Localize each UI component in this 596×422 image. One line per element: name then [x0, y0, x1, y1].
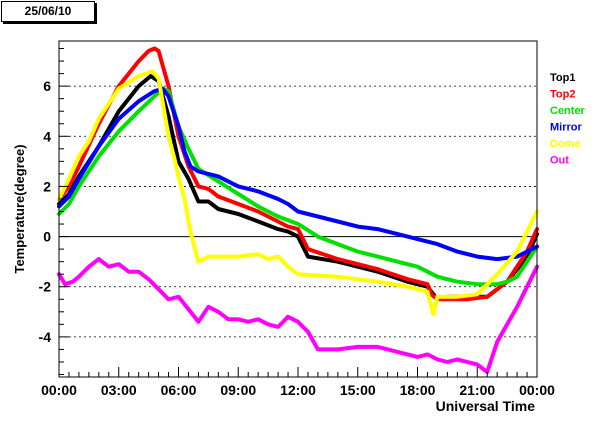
- x-tick-label: 03:00: [101, 382, 137, 398]
- legend-entry-top1: Top1: [550, 72, 575, 84]
- legend-entry-top2: Top2: [550, 89, 575, 101]
- series-lines: [57, 46, 539, 374]
- x-tick-label: 12:00: [280, 382, 316, 398]
- x-tick-label: 09:00: [220, 382, 256, 398]
- y-axis-label: Temperature(degree): [12, 144, 27, 273]
- x-tick-label: 06:00: [161, 382, 197, 398]
- x-tick-label: 00:00: [519, 382, 555, 398]
- x-tick-label: 18:00: [400, 382, 436, 398]
- series-line-dome: [57, 69, 539, 317]
- x-tick-label: 15:00: [340, 382, 376, 398]
- legend-entry-out: Out: [550, 155, 569, 167]
- legend-entry-mirror: Mirror: [550, 122, 583, 134]
- y-tick-label: -2: [39, 279, 52, 295]
- legend-entry-center: Center: [550, 105, 586, 117]
- date-label: 25/06/10: [1, 1, 95, 22]
- series-line-mirror: [57, 86, 539, 262]
- axes: -4 -2 0 2 4 6 00:00 03:00 06:00 09:00 12:00 15:00 18…: [39, 48, 555, 398]
- y-tick-label: 4: [43, 128, 51, 144]
- y-tick-label: 6: [43, 78, 51, 94]
- series-line-top2: [57, 46, 539, 302]
- series-line-center: [57, 86, 539, 287]
- series-line-out: [57, 257, 539, 374]
- x-tick-label: 00:00: [41, 382, 77, 398]
- y-tick-label: 0: [43, 229, 51, 245]
- legend: Top1 Top2 Center Mirror Dome Out: [550, 72, 586, 167]
- x-tick-label: 21:00: [459, 382, 495, 398]
- x-axis-label: Universal Time: [436, 398, 536, 414]
- legend-entry-dome: Dome: [550, 138, 581, 150]
- y-tick-label: -4: [39, 329, 52, 345]
- y-tick-label: 2: [43, 178, 51, 194]
